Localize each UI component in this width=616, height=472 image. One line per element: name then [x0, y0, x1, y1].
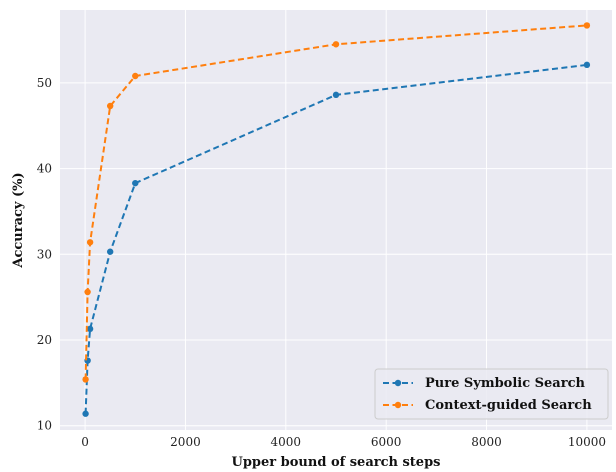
x-tick-label: 2000 [170, 435, 201, 449]
data-point [583, 61, 591, 69]
y-axis-label: Accuracy (%) [11, 172, 26, 268]
series-0 [82, 61, 591, 417]
legend-item: Context-guided Search [383, 398, 592, 413]
series-lines [82, 22, 591, 417]
data-point [106, 102, 114, 110]
data-point [82, 410, 89, 417]
data-point [82, 376, 89, 383]
legend-label: Context-guided Search [425, 398, 592, 413]
x-tick-label: 10000 [568, 435, 606, 449]
data-point [106, 248, 114, 255]
grid-lines [60, 10, 612, 430]
x-tick-label: 8000 [471, 435, 502, 449]
data-point [332, 41, 340, 48]
x-tick-label: 4000 [271, 435, 302, 449]
data-point [132, 72, 139, 80]
y-tick-label: 50 [37, 76, 52, 90]
data-point [583, 22, 591, 29]
legend-marker [394, 401, 402, 409]
legend-box [374, 368, 609, 420]
x-tick-labels: 0 2000 4000 6000 8000 10000 [81, 435, 606, 449]
series-1 [82, 22, 591, 383]
data-point [86, 325, 94, 333]
legend-label: Pure Symbolic Search [425, 376, 585, 391]
data-point [84, 288, 91, 296]
y-tick-label: 20 [37, 333, 52, 347]
plot-background [60, 10, 612, 430]
y-tick-label: 10 [37, 419, 52, 433]
y-tick-label: 30 [37, 247, 52, 261]
x-axis-label: Upper bound of search steps [232, 455, 441, 470]
x-tick-label: 6000 [371, 435, 402, 449]
x-tick-label: 0 [81, 435, 89, 449]
legend: Pure Symbolic Search Context-guided Searc… [374, 368, 609, 420]
data-point [86, 239, 94, 246]
y-tick-labels: 10 20 30 40 50 [37, 76, 52, 433]
legend-marker [394, 379, 402, 387]
legend-item: Pure Symbolic Search [383, 376, 585, 391]
data-point [132, 179, 139, 187]
data-point [332, 91, 340, 99]
y-tick-label: 40 [37, 162, 52, 176]
